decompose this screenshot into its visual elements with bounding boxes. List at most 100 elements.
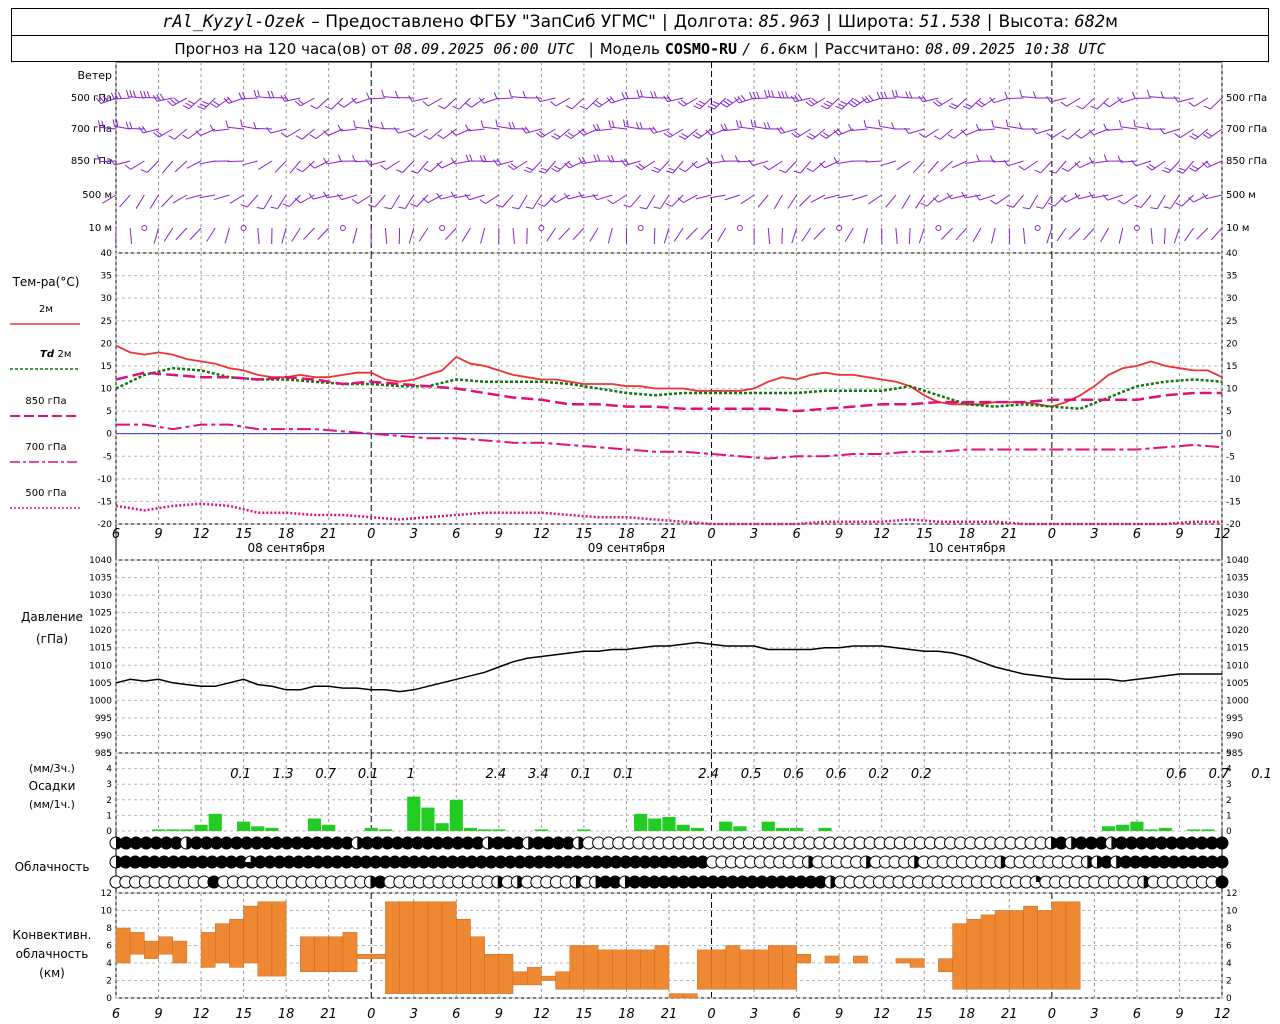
wind-barb-icon xyxy=(270,194,287,210)
wind-barb-icon xyxy=(393,127,414,134)
conv-bar xyxy=(796,954,812,964)
wind-barb-icon xyxy=(1075,128,1095,139)
conv-bar xyxy=(541,975,556,981)
wind-barb-icon xyxy=(478,97,500,104)
conv-bar xyxy=(115,927,131,964)
wind-barb-icon xyxy=(947,128,968,139)
hour-tick-label: 15 xyxy=(576,527,593,542)
wind-barb-icon xyxy=(149,194,159,209)
wind-barb-icon xyxy=(408,95,429,102)
wind-barb-icon xyxy=(135,194,145,209)
wind-barb-icon xyxy=(351,194,372,204)
conv-ytick-left: 6 xyxy=(106,942,112,952)
wind-barb-icon xyxy=(635,160,656,171)
prec-ytick-right: 1 xyxy=(1226,811,1232,821)
conv-label-2: облачность xyxy=(16,947,89,961)
wind-barb-icon xyxy=(394,90,414,99)
wind-barb-icon xyxy=(303,227,315,240)
wind-barb-icon xyxy=(139,90,159,99)
hour-tick-label: 9 xyxy=(154,1007,162,1022)
wind-barb-icon xyxy=(1061,128,1081,140)
wind-barb-icon xyxy=(197,97,216,110)
wind-barb-icon xyxy=(1210,227,1223,241)
wind-barb-icon xyxy=(1146,160,1166,171)
cloud-cover-icon xyxy=(667,875,681,889)
pres-ytick-right: 1040 xyxy=(1226,556,1249,566)
hour-tick-label: 12 xyxy=(1214,527,1231,542)
wind-barb-icon xyxy=(266,126,287,134)
precip-bar xyxy=(1201,829,1215,831)
conv-bar xyxy=(215,923,230,964)
wind-barb-icon xyxy=(933,128,953,140)
conv-bar xyxy=(753,949,769,990)
wind-barb-icon xyxy=(778,160,797,174)
precip-bar xyxy=(1158,827,1172,831)
cloud-cover-icon xyxy=(677,875,691,889)
pres-ytick-left: 985 xyxy=(95,749,112,759)
conv-bar xyxy=(229,919,244,968)
lon-label: Долгота: xyxy=(673,12,754,32)
wind-barb-icon xyxy=(912,160,925,174)
hour-tick-label: 0 xyxy=(367,1007,375,1022)
temp-ytick-right: 0 xyxy=(1226,430,1232,440)
wind-barb-icon xyxy=(848,97,868,108)
alt-label: Высота: xyxy=(998,12,1070,32)
wind-barb-icon xyxy=(1189,160,1209,172)
cloud-cover-icon xyxy=(1157,855,1171,869)
cloud-cover-icon xyxy=(1100,855,1114,869)
wind-barb-icon xyxy=(763,160,783,171)
wind-barb-icon xyxy=(1188,194,1209,203)
wind-barb-icon xyxy=(620,158,641,166)
wind-barb-icon xyxy=(580,97,599,110)
wind-barb-icon xyxy=(693,97,712,110)
wind-barb-icon xyxy=(167,97,188,107)
hour-tick-label: 0 xyxy=(1048,1007,1056,1022)
precip-bar xyxy=(1101,826,1116,831)
wind-barb-icon xyxy=(185,194,202,200)
wind-barb-icon xyxy=(578,156,599,165)
cloud-cover-icon xyxy=(590,855,604,869)
wind-barb-icon xyxy=(1163,227,1166,245)
cloud-cover-icon xyxy=(455,855,469,869)
cloud-cover-icon xyxy=(186,855,200,869)
precip-bar xyxy=(733,826,747,831)
model-res: / 6.6 xyxy=(742,39,788,58)
hour-tick-label: 6 xyxy=(1133,527,1141,542)
conv-bar xyxy=(271,901,287,977)
conv-bar xyxy=(640,949,656,990)
hour-tick-label: 0 xyxy=(707,1007,715,1022)
cloud-cover-icon xyxy=(436,855,450,869)
wind-barb-icon xyxy=(452,97,471,110)
temp-ytick-right: 30 xyxy=(1226,294,1238,304)
wind-barb-icon xyxy=(125,121,145,130)
wind-barb-icon xyxy=(537,194,556,207)
hour-tick-label: 6 xyxy=(1133,1007,1141,1022)
conv-ytick-left: 2 xyxy=(106,977,112,987)
conv-bar xyxy=(711,949,726,990)
prec-ytick-right: 3 xyxy=(1226,780,1232,790)
wind-barb-icon xyxy=(199,160,216,165)
wind-barb-icon xyxy=(493,92,514,100)
wind-barb-icon xyxy=(651,160,670,174)
precip-bar xyxy=(634,813,648,831)
wind-barb-icon xyxy=(1146,122,1166,130)
cloud-cover-icon xyxy=(411,836,425,850)
wind-barb-icon xyxy=(280,128,301,138)
cloud-cover-icon xyxy=(280,836,294,850)
hour-tick-label: 21 xyxy=(1001,527,1018,542)
wind-barb-icon xyxy=(480,120,499,130)
wind-barb-icon xyxy=(384,227,388,244)
cloud-cover-icon xyxy=(446,855,460,869)
wind-barb-icon xyxy=(535,95,556,103)
wind-barb-icon xyxy=(253,89,273,99)
temp-ytick-right: 10 xyxy=(1226,385,1238,395)
hour-tick-label: 15 xyxy=(576,1007,593,1022)
conv-bar xyxy=(342,932,358,972)
precip-bar xyxy=(648,818,662,831)
conv-bar xyxy=(427,901,443,994)
wind-barb-icon xyxy=(736,120,755,130)
wind-barb-icon xyxy=(102,194,117,204)
lon-value: 85.963 xyxy=(758,12,821,32)
hour-tick-label: 3 xyxy=(1090,527,1098,542)
pres-ytick-right: 1030 xyxy=(1226,591,1249,601)
